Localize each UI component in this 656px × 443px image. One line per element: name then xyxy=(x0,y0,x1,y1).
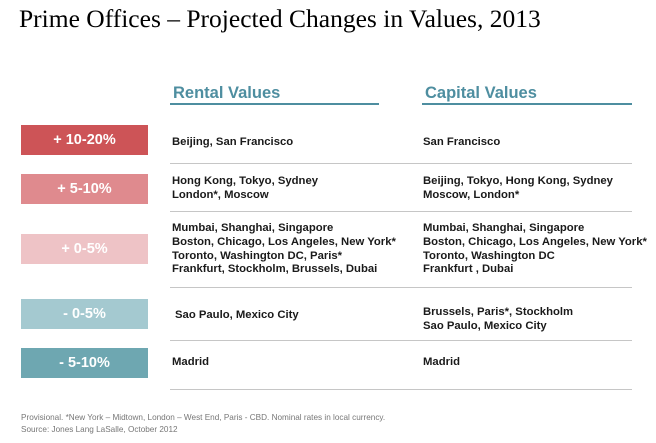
city-line: Toronto, Washington DC, Paris* xyxy=(172,249,343,262)
city-line: Moscow, London* xyxy=(423,188,520,201)
row-divider xyxy=(170,211,632,212)
rental-values-header: Rental Values xyxy=(173,84,281,102)
row-4-capital-cities: Brussels, Paris*, Stockholm Sao Paulo, M… xyxy=(423,306,573,334)
row-5-capital-cities: Madrid xyxy=(423,356,460,370)
city-line: Madrid xyxy=(172,356,210,368)
row-divider xyxy=(170,340,632,341)
city-line: Brussels, Paris*, Stockholm xyxy=(423,306,574,318)
city-line: London*, Moscow xyxy=(172,188,269,201)
row-5-rental-cities: Madrid xyxy=(172,356,209,370)
band-badge-minus-0-5: - 0-5% xyxy=(21,299,148,329)
capital-header-underline xyxy=(422,103,632,105)
row-divider xyxy=(170,287,632,288)
band-badge-plus-0-5: + 0-5% xyxy=(21,234,148,264)
footnote-provisional: Provisional. *New York – Midtown, London… xyxy=(21,413,386,422)
city-line: Frankfurt , Dubai xyxy=(423,263,514,276)
city-line: Beijing, San Francisco xyxy=(172,136,294,148)
city-line: Boston, Chicago, Los Angeles, New York* xyxy=(423,235,647,248)
city-line: Beijing, Tokyo, Hong Kong, Sydney xyxy=(423,175,613,187)
city-line: Mumbai, Shanghai, Singapore xyxy=(172,222,334,234)
city-line: Boston, Chicago, Los Angeles, New York* xyxy=(172,235,396,248)
city-line: Mumbai, Shanghai, Singapore xyxy=(423,222,585,234)
capital-values-header: Capital Values xyxy=(425,84,537,102)
row-2-rental-cities: Hong Kong, Tokyo, Sydney London*, Moscow xyxy=(172,175,318,203)
band-badge-minus-5-10: - 5-10% xyxy=(21,348,148,378)
row-1-rental-cities: Beijing, San Francisco xyxy=(172,136,293,150)
row-1-capital-cities: San Francisco xyxy=(423,136,500,150)
row-divider xyxy=(170,389,632,390)
row-2-capital-cities: Beijing, Tokyo, Hong Kong, Sydney Moscow… xyxy=(423,175,613,203)
band-badge-plus-5-10: + 5-10% xyxy=(21,174,148,204)
row-4-rental-cities: Sao Paulo, Mexico City xyxy=(175,309,299,323)
city-line: Sao Paulo, Mexico City xyxy=(175,309,299,321)
city-line: Hong Kong, Tokyo, Sydney xyxy=(172,175,319,187)
city-line: San Francisco xyxy=(423,136,501,148)
city-line: Toronto, Washington DC xyxy=(423,249,555,262)
footnote-source: Source: Jones Lang LaSalle, October 2012 xyxy=(21,425,178,434)
city-line: Sao Paulo, Mexico City xyxy=(423,319,547,332)
rental-header-underline xyxy=(170,103,379,105)
city-line: Frankfurt, Stockholm, Brussels, Dubai xyxy=(172,263,378,276)
page-title: Prime Offices – Projected Changes in Val… xyxy=(19,4,541,33)
city-line: Madrid xyxy=(423,356,461,368)
row-divider xyxy=(170,163,632,164)
band-badge-plus-10-20: + 10-20% xyxy=(21,125,148,155)
row-3-rental-cities: Mumbai, Shanghai, Singapore Boston, Chic… xyxy=(172,222,396,277)
row-3-capital-cities: Mumbai, Shanghai, Singapore Boston, Chic… xyxy=(423,222,647,277)
